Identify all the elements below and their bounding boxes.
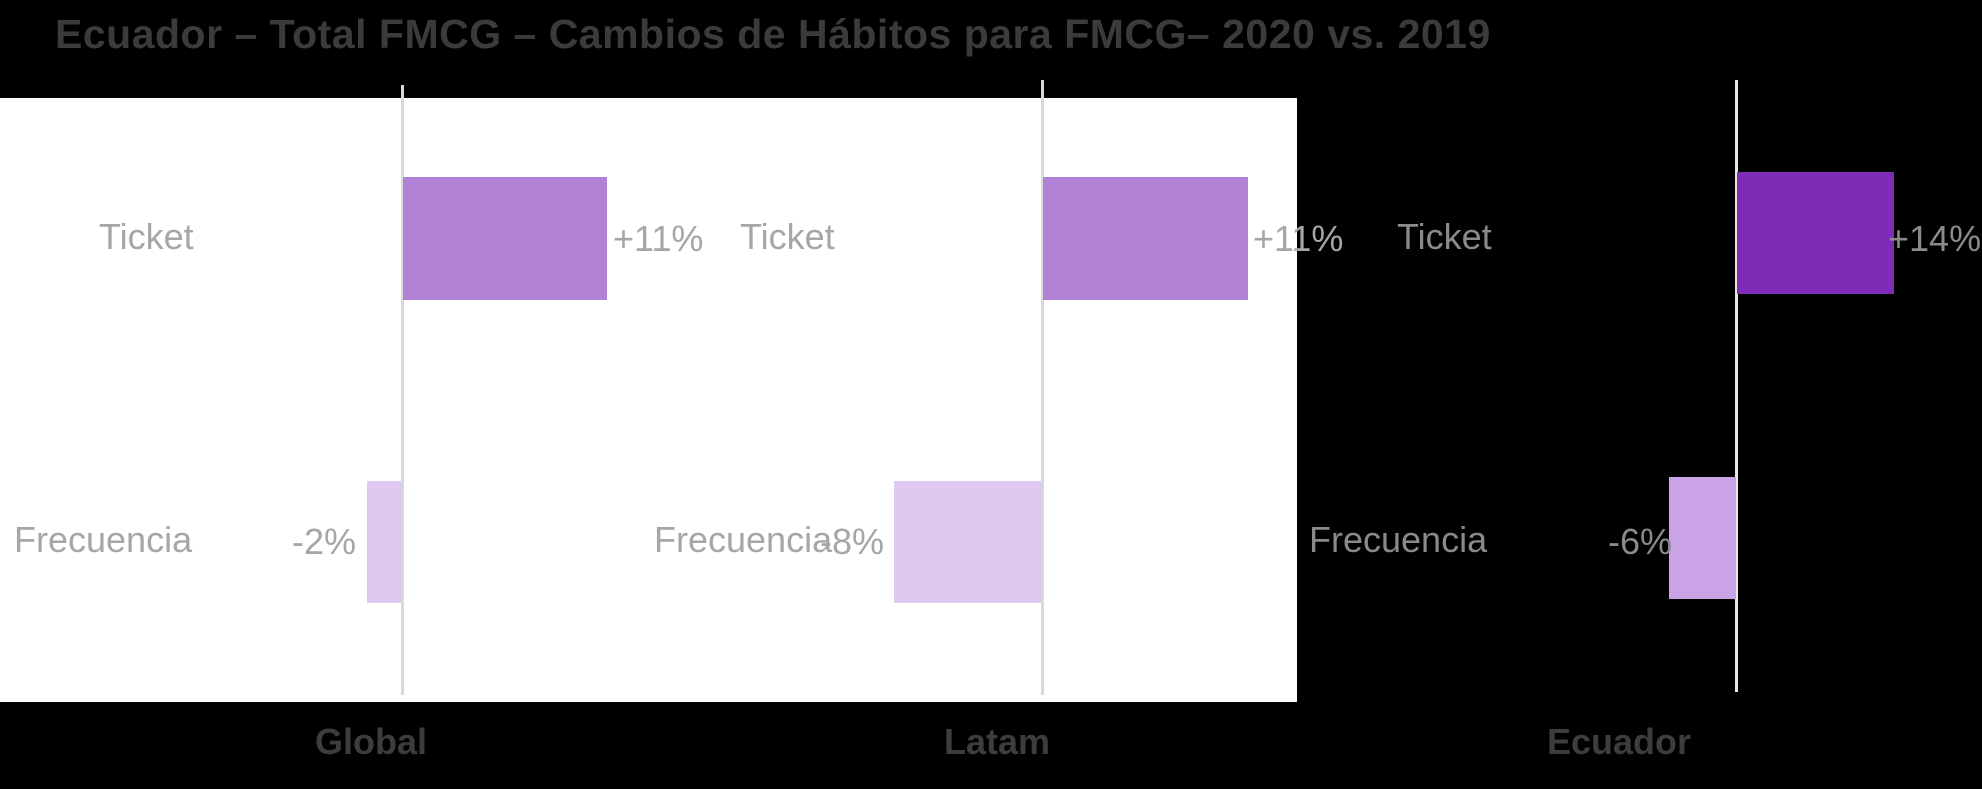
global-frecuencia-label: Frecuencia — [14, 519, 193, 560]
ecuador-ticket-value: +14% — [1888, 218, 1982, 259]
chart-title: Ecuador – Total FMCG – Cambios de Hábito… — [55, 11, 1491, 57]
ecuador-ticket-label: Ticket — [1397, 216, 1492, 257]
ecuador-zero-axis — [1735, 80, 1738, 692]
ecuador-frecuencia-value: -6% — [1608, 521, 1673, 562]
latam-ticket-bar — [1043, 177, 1248, 300]
global-axis-label: Global — [315, 721, 428, 762]
latam-ticket-value: +11% — [1253, 218, 1344, 259]
ecuador-axis-label: Ecuador — [1547, 721, 1692, 762]
latam-zero-axis — [1041, 80, 1044, 695]
latam-frecuencia-bar — [894, 481, 1042, 603]
global-ticket-value: +11% — [613, 218, 704, 259]
global-zero-axis — [401, 85, 404, 695]
ecuador-frecuencia-bar — [1669, 477, 1736, 599]
ecuador-ticket-bar — [1737, 172, 1894, 294]
global-frecuencia-bar — [367, 481, 402, 603]
global-frecuencia-value: -2% — [292, 521, 357, 562]
latam-frecuencia-label: Frecuencia — [654, 519, 833, 560]
global-ticket-label: Ticket — [99, 216, 194, 257]
global-ticket-bar — [403, 177, 607, 300]
latam-axis-label: Latam — [944, 721, 1051, 762]
latam-ticket-label: Ticket — [740, 216, 835, 257]
latam-frecuencia-value: -8% — [820, 521, 885, 562]
ecuador-frecuencia-label: Frecuencia — [1309, 519, 1488, 560]
